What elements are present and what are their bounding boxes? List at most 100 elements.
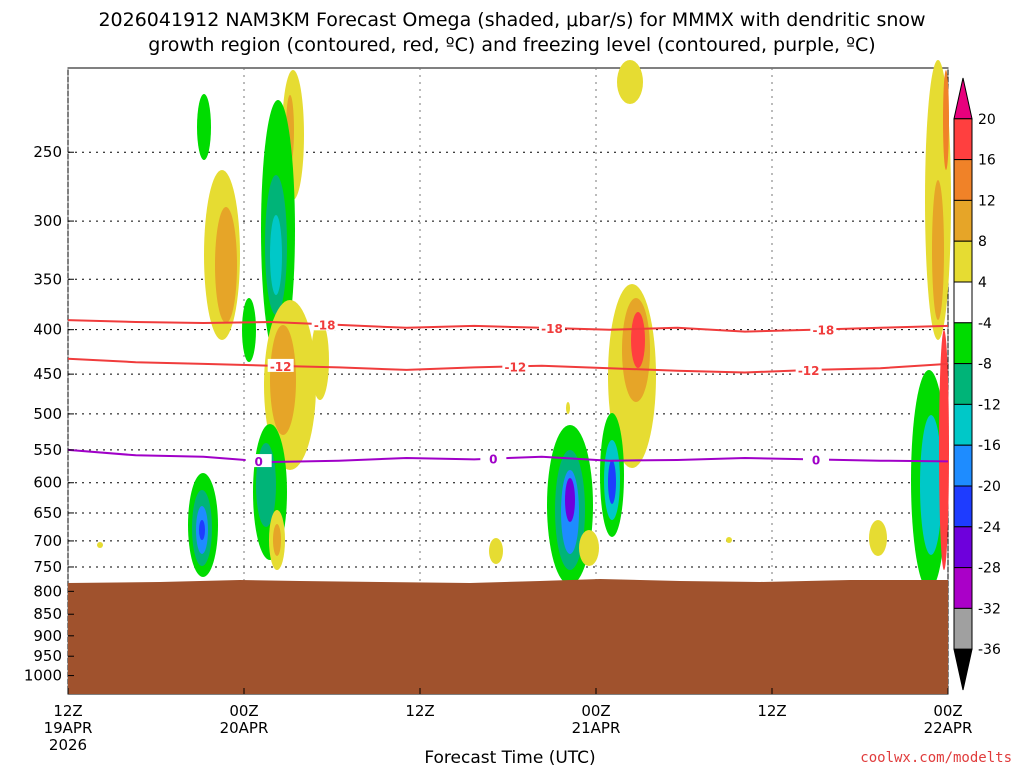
omega-blob xyxy=(199,520,205,540)
omega-blob xyxy=(939,330,949,570)
colorbar-segment xyxy=(953,526,973,569)
colorbar: 20 16 12 8 4 -4 -8 -12 -16 -20 -24 -28 -32 -36 xyxy=(953,77,1001,691)
contour-label-bg xyxy=(245,454,272,468)
contour-label: -12 xyxy=(798,364,820,378)
colorbar-segment xyxy=(953,322,973,365)
contour-label-bg xyxy=(539,321,565,335)
contour-label: -12 xyxy=(504,360,526,374)
x-tick-label: 12Z xyxy=(405,702,434,720)
x-tick-label: 12Z xyxy=(757,702,786,720)
y-tick-label: 350 xyxy=(33,270,62,288)
y-tick-label: 400 xyxy=(33,321,62,339)
colorbar-label: 8 xyxy=(978,234,987,250)
contour-label-bg xyxy=(795,363,822,377)
omega-blob xyxy=(97,542,103,548)
omega-blob xyxy=(489,538,503,564)
contour-label-bg xyxy=(267,358,294,372)
x-tick-label: 20APR xyxy=(220,719,269,737)
omega-blob xyxy=(579,530,599,566)
y-tick-label: 600 xyxy=(33,474,62,492)
contour-label-bg xyxy=(311,317,338,331)
colorbar-label: -36 xyxy=(978,642,1001,658)
omega-blob xyxy=(565,478,575,522)
colorbar-label: -24 xyxy=(978,520,1001,536)
contour-label: -12 xyxy=(270,360,292,374)
x-tick-label: 00Z xyxy=(229,702,258,720)
y-tick-label: 550 xyxy=(33,441,62,459)
omega-shading-layer xyxy=(97,60,951,590)
x-tick-label: 00Z xyxy=(933,702,962,720)
contour-label: 0 xyxy=(254,455,262,469)
omega-blob xyxy=(920,415,942,555)
omega-blob xyxy=(869,520,887,556)
contour-label: -18 xyxy=(541,322,563,336)
colorbar-segment xyxy=(953,607,973,650)
colorbar-segment xyxy=(953,240,973,283)
contour-label-bg xyxy=(810,322,837,336)
y-tick-label: 900 xyxy=(33,627,62,645)
colorbar-label: -8 xyxy=(978,357,992,373)
x-tick-label: 19APR xyxy=(44,719,93,737)
contour-label-bg xyxy=(502,359,529,373)
y-tick-label: 700 xyxy=(33,532,62,550)
contour-layer: -18 -18 -18 -12 -12 -12 0 0 0 xyxy=(67,317,949,469)
ground-below-surface xyxy=(68,579,948,694)
colorbar-segment xyxy=(953,485,973,528)
omega-blob xyxy=(215,207,237,323)
y-tick-label: 300 xyxy=(33,212,62,230)
colorbar-segment xyxy=(953,118,973,161)
contour-label-bg xyxy=(803,452,829,466)
y-tick-label: 950 xyxy=(33,647,62,665)
contour-line xyxy=(67,448,949,464)
chart-title-line1: 2026041912 NAM3KM Forecast Omega (shaded… xyxy=(98,9,925,31)
contour-label: -18 xyxy=(314,318,336,332)
x-tick-label: 12Z xyxy=(53,702,82,720)
credit-text: coolwx.com/modelts xyxy=(860,750,1012,766)
colorbar-label: 12 xyxy=(978,193,996,209)
colorbar-label: -32 xyxy=(978,601,1001,617)
contour-label: 0 xyxy=(812,453,820,467)
contour-line xyxy=(67,319,949,333)
omega-blob xyxy=(197,94,211,160)
colorbar-label: 20 xyxy=(978,112,996,128)
omega-blob xyxy=(270,215,282,295)
omega-blob xyxy=(270,325,296,435)
y-tick-label: 500 xyxy=(33,405,62,423)
x-tick-label: 00Z xyxy=(581,702,610,720)
colorbar-segment xyxy=(953,444,973,487)
colorbar-segment xyxy=(953,648,973,691)
x-tick-label: 21APR xyxy=(572,719,621,737)
colorbar-segment xyxy=(953,567,973,609)
contour-label-bg xyxy=(480,451,507,465)
y-tick-label: 850 xyxy=(33,605,62,623)
contour-label: 0 xyxy=(489,453,497,467)
colorbar-label: -12 xyxy=(978,397,1001,413)
colorbar-label: 4 xyxy=(978,275,987,291)
omega-blob xyxy=(242,298,256,362)
colorbar-segment xyxy=(953,199,973,242)
y-tick-label: 1000 xyxy=(24,667,62,685)
y-tick-label: 750 xyxy=(33,558,62,576)
colorbar-label: -16 xyxy=(978,438,1001,454)
y-tick-label: 650 xyxy=(33,504,62,522)
colorbar-label: -28 xyxy=(978,561,1001,577)
colorbar-label: -20 xyxy=(978,479,1001,495)
omega-blob xyxy=(943,70,949,170)
omega-blob xyxy=(608,460,616,504)
omega-blob xyxy=(273,524,281,556)
y-tick-label: 450 xyxy=(33,365,62,383)
contour-label: -18 xyxy=(812,323,834,337)
x-tick-label: 22APR xyxy=(924,719,973,737)
omega-blob xyxy=(311,320,329,400)
omega-blob xyxy=(932,180,944,320)
y-tick-label: 800 xyxy=(33,582,62,600)
colorbar-segment xyxy=(953,403,973,446)
x-tick-label: 2026 xyxy=(49,736,87,754)
omega-blob xyxy=(726,537,732,543)
colorbar-label: 16 xyxy=(978,153,996,169)
omega-blob xyxy=(631,312,645,368)
colorbar-segment xyxy=(953,77,973,120)
chart-title-line2: growth region (contoured, red, ºC) and f… xyxy=(148,34,875,56)
